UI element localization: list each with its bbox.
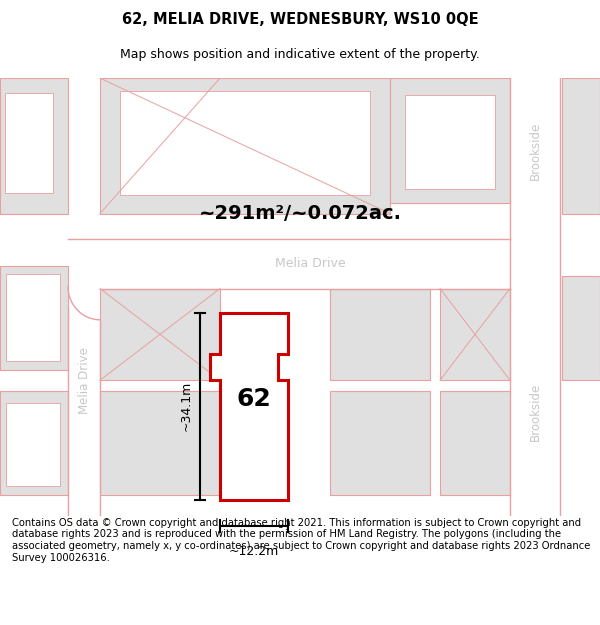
Bar [100, 289, 220, 380]
Text: ~12.2m: ~12.2m [229, 545, 279, 558]
Text: Melia Drive: Melia Drive [77, 347, 91, 414]
Text: ~291m²/~0.072ac.: ~291m²/~0.072ac. [199, 204, 401, 223]
Polygon shape [210, 312, 288, 500]
Text: Map shows position and indicative extent of the property.: Map shows position and indicative extent… [120, 48, 480, 61]
Bar [562, 276, 600, 380]
Bar [68, 239, 518, 289]
Bar [100, 78, 390, 214]
Bar [440, 289, 510, 380]
Bar [390, 78, 510, 203]
Bar [562, 78, 600, 214]
Bar [0, 78, 68, 214]
Text: ~34.1m: ~34.1m [179, 381, 193, 431]
Bar [6, 274, 60, 361]
Bar [440, 391, 510, 495]
Bar [100, 391, 220, 495]
Bar [120, 91, 370, 195]
Bar [405, 95, 495, 189]
Bar [330, 391, 430, 495]
Polygon shape [68, 286, 100, 320]
Bar [6, 403, 60, 486]
Bar [5, 92, 53, 192]
Text: Brookside: Brookside [529, 382, 542, 441]
Text: Contains OS data © Crown copyright and database right 2021. This information is : Contains OS data © Crown copyright and d… [12, 518, 590, 562]
Bar [510, 78, 568, 516]
Text: Melia Drive: Melia Drive [275, 257, 346, 270]
Text: 62, MELIA DRIVE, WEDNESBURY, WS10 0QE: 62, MELIA DRIVE, WEDNESBURY, WS10 0QE [122, 12, 478, 27]
Bar [0, 391, 68, 495]
Bar [68, 234, 100, 516]
Text: 62: 62 [236, 387, 271, 411]
Bar [0, 266, 68, 370]
Text: Brookside: Brookside [529, 122, 542, 180]
Bar [330, 289, 430, 380]
